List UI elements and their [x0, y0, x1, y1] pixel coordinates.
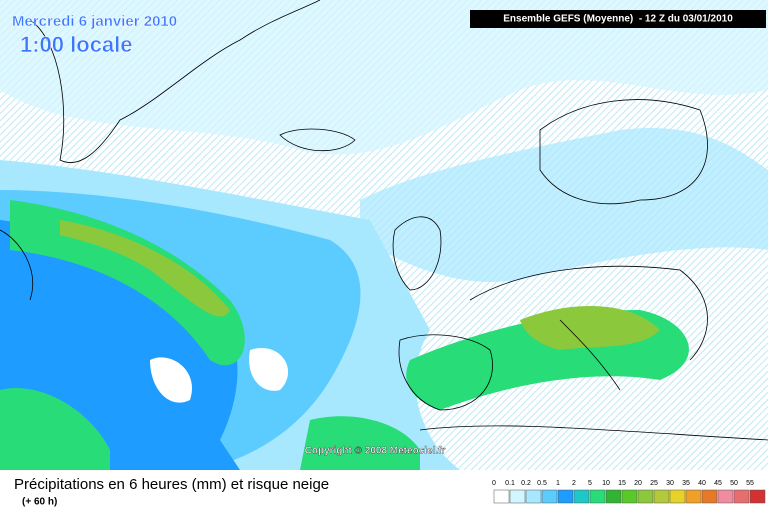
legend-label: 1: [556, 480, 560, 487]
legend-label: 45: [714, 480, 722, 487]
precip-areas: [0, 0, 768, 470]
copyright: Copyright © 2008 Meteociel.fr: [305, 446, 446, 457]
legend-label: 10: [602, 480, 610, 487]
legend-swatch: [557, 489, 574, 504]
legend-label: 40: [698, 480, 706, 487]
legend-swatch: [685, 489, 702, 504]
coastlines: [0, 0, 768, 441]
legend-swatch: [749, 489, 766, 504]
legend-swatch: [605, 489, 622, 504]
legend-label: 20: [634, 480, 642, 487]
legend-swatch: [653, 489, 670, 504]
legend-label: 25: [650, 480, 658, 487]
legend-swatch: [573, 489, 590, 504]
footer-subtitle: (+ 60 h): [22, 497, 57, 508]
legend-swatch: [589, 489, 606, 504]
legend-swatch: [541, 489, 558, 504]
legend-label: 0: [492, 480, 496, 487]
legend-label: 5: [588, 480, 592, 487]
local-time: 1:00 locale: [20, 32, 133, 57]
legend-swatch: [493, 489, 510, 504]
legend-swatch: [525, 489, 542, 504]
legend-label: 50: [730, 480, 738, 487]
legend-label: 35: [682, 480, 690, 487]
legend-swatch: [733, 489, 750, 504]
legend: 0 0.1 0.2 0.5 1 2 5 10 15 20 25 30 35 40 45 50 55: [492, 480, 766, 504]
model-label: Ensemble GEFS (Moyenne) - 12 Z du 03/01/…: [503, 14, 733, 25]
legend-label: 55: [746, 480, 754, 487]
legend-swatch: [621, 489, 638, 504]
date: Mercredi 6 janvier 2010: [12, 13, 177, 30]
legend-label: 0.1: [505, 480, 515, 487]
legend-swatch: [669, 489, 686, 504]
legend-swatch: [701, 489, 718, 504]
legend-label: 15: [618, 480, 626, 487]
legend-label: 2: [572, 480, 576, 487]
legend-label: 30: [666, 480, 674, 487]
model-box: [470, 10, 766, 28]
legend-swatch: [717, 489, 734, 504]
legend-swatch: [637, 489, 654, 504]
footer-title: Précipitations en 6 heures (mm) et risqu…: [14, 476, 329, 493]
legend-label: 0.2: [521, 480, 531, 487]
legend-swatch: [509, 489, 526, 504]
legend-label: 0.5: [537, 480, 547, 487]
